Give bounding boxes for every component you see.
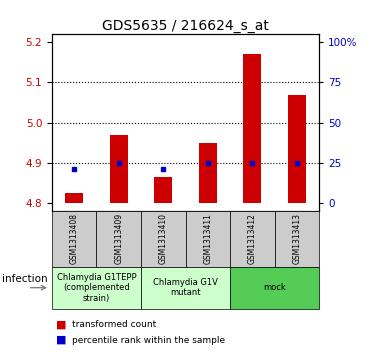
Bar bbox=[288, 94, 306, 203]
Bar bbox=[243, 54, 261, 203]
Text: Chlamydia G1TEPP
(complemented
strain): Chlamydia G1TEPP (complemented strain) bbox=[57, 273, 136, 303]
Title: GDS5635 / 216624_s_at: GDS5635 / 216624_s_at bbox=[102, 20, 269, 33]
Bar bbox=[110, 135, 128, 203]
Text: infection: infection bbox=[2, 274, 47, 284]
Text: ■: ■ bbox=[56, 320, 66, 330]
Text: Chlamydia G1V
mutant: Chlamydia G1V mutant bbox=[153, 278, 218, 297]
Text: GSM1313409: GSM1313409 bbox=[114, 213, 123, 264]
Bar bbox=[65, 192, 83, 203]
Text: ■: ■ bbox=[56, 335, 66, 345]
Text: GSM1313413: GSM1313413 bbox=[292, 213, 301, 264]
Text: GSM1313411: GSM1313411 bbox=[203, 213, 212, 264]
Bar bbox=[199, 143, 217, 203]
Text: mock: mock bbox=[263, 283, 286, 292]
Text: GSM1313410: GSM1313410 bbox=[159, 213, 168, 264]
Text: GSM1313412: GSM1313412 bbox=[248, 213, 257, 264]
Text: percentile rank within the sample: percentile rank within the sample bbox=[72, 336, 226, 344]
Text: transformed count: transformed count bbox=[72, 321, 157, 329]
Bar bbox=[154, 176, 172, 203]
Text: GSM1313408: GSM1313408 bbox=[70, 213, 79, 264]
